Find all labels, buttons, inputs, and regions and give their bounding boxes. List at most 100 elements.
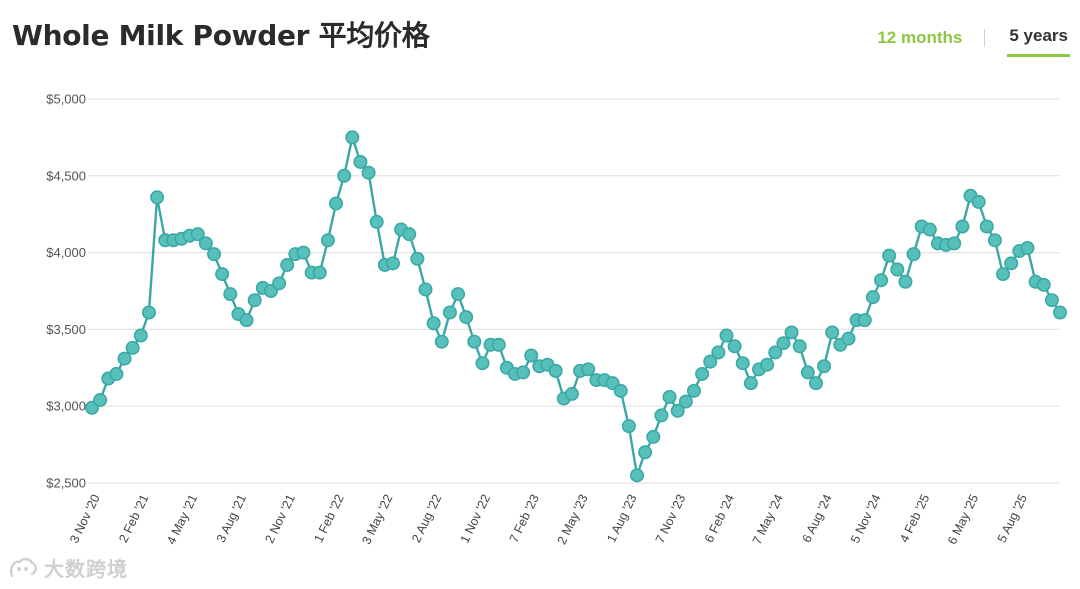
data-point[interactable] bbox=[784, 325, 799, 340]
data-point[interactable] bbox=[426, 316, 441, 331]
data-point[interactable] bbox=[947, 236, 962, 251]
data-point[interactable] bbox=[971, 194, 986, 209]
data-point[interactable] bbox=[93, 393, 108, 408]
data-point[interactable] bbox=[207, 247, 222, 262]
data-point[interactable] bbox=[621, 419, 636, 434]
data-point[interactable] bbox=[695, 366, 710, 381]
data-point[interactable] bbox=[296, 245, 311, 260]
data-point[interactable] bbox=[646, 429, 661, 444]
data-point[interactable] bbox=[1044, 293, 1059, 308]
data-point[interactable] bbox=[670, 403, 685, 418]
data-point[interactable] bbox=[1004, 256, 1019, 271]
data-point[interactable] bbox=[475, 356, 490, 371]
tab-5-years[interactable]: 5 years bbox=[1007, 26, 1070, 57]
data-point[interactable] bbox=[312, 265, 327, 280]
data-point[interactable] bbox=[898, 274, 913, 289]
x-tick-label: 1 Aug '23 bbox=[604, 492, 639, 545]
data-point[interactable] bbox=[686, 383, 701, 398]
data-point[interactable] bbox=[516, 365, 531, 380]
data-point[interactable] bbox=[654, 408, 669, 423]
data-point[interactable] bbox=[882, 248, 897, 263]
data-point[interactable] bbox=[890, 262, 905, 277]
data-point[interactable] bbox=[581, 362, 596, 377]
data-point[interactable] bbox=[190, 227, 205, 242]
data-point[interactable] bbox=[133, 328, 148, 343]
data-point[interactable] bbox=[524, 348, 539, 363]
data-point[interactable] bbox=[442, 305, 457, 320]
watermark: 大数跨境 bbox=[8, 553, 128, 582]
data-point[interactable] bbox=[272, 276, 287, 291]
data-point[interactable] bbox=[402, 227, 417, 242]
data-point[interactable] bbox=[459, 310, 474, 325]
data-point[interactable] bbox=[491, 337, 506, 352]
x-tick-label: 2 May '23 bbox=[555, 492, 591, 547]
data-point[interactable] bbox=[125, 340, 140, 355]
data-point[interactable] bbox=[320, 233, 335, 248]
data-point[interactable] bbox=[247, 293, 262, 308]
data-point[interactable] bbox=[678, 394, 693, 409]
data-point[interactable] bbox=[906, 247, 921, 262]
data-point[interactable] bbox=[955, 219, 970, 234]
data-point[interactable] bbox=[630, 468, 645, 483]
data-point[interactable] bbox=[857, 313, 872, 328]
data-point[interactable] bbox=[117, 351, 132, 366]
data-point[interactable] bbox=[223, 287, 238, 302]
data-point[interactable] bbox=[719, 328, 734, 343]
x-tick-label: 3 May '22 bbox=[359, 492, 395, 547]
data-point[interactable] bbox=[662, 389, 677, 404]
x-tick-label: 6 Feb '24 bbox=[702, 492, 737, 545]
data-point[interactable] bbox=[874, 273, 889, 288]
data-point[interactable] bbox=[239, 313, 254, 328]
data-point[interactable] bbox=[711, 345, 726, 360]
series-points bbox=[85, 130, 1068, 483]
data-point[interactable] bbox=[337, 168, 352, 183]
data-point[interactable] bbox=[808, 376, 823, 391]
data-point[interactable] bbox=[743, 376, 758, 391]
data-point[interactable] bbox=[361, 165, 376, 180]
data-point[interactable] bbox=[1036, 277, 1051, 292]
data-point[interactable] bbox=[800, 365, 815, 380]
data-point[interactable] bbox=[109, 366, 124, 381]
data-point[interactable] bbox=[735, 356, 750, 371]
data-point[interactable] bbox=[760, 357, 775, 372]
data-point[interactable] bbox=[353, 154, 368, 169]
data-point[interactable] bbox=[280, 257, 295, 272]
data-point[interactable] bbox=[638, 445, 653, 460]
data-point[interactable] bbox=[215, 267, 230, 282]
data-point[interactable] bbox=[922, 222, 937, 237]
data-point[interactable] bbox=[987, 233, 1002, 248]
data-point[interactable] bbox=[841, 331, 856, 346]
data-point[interactable] bbox=[817, 359, 832, 374]
data-point[interactable] bbox=[825, 325, 840, 340]
data-point[interactable] bbox=[198, 236, 213, 251]
data-point[interactable] bbox=[329, 196, 344, 211]
data-point[interactable] bbox=[451, 287, 466, 302]
data-point[interactable] bbox=[434, 334, 449, 349]
data-point[interactable] bbox=[613, 383, 628, 398]
data-point[interactable] bbox=[1020, 240, 1035, 255]
data-point[interactable] bbox=[1053, 305, 1068, 320]
data-point[interactable] bbox=[410, 251, 425, 266]
data-point[interactable] bbox=[345, 130, 360, 145]
x-tick-label: 5 Nov '24 bbox=[848, 492, 884, 545]
data-point[interactable] bbox=[792, 339, 807, 354]
data-point[interactable] bbox=[564, 386, 579, 401]
data-point[interactable] bbox=[979, 219, 994, 234]
data-point[interactable] bbox=[150, 190, 165, 205]
data-point[interactable] bbox=[768, 345, 783, 360]
tab-12-months[interactable]: 12 months bbox=[877, 27, 963, 47]
data-point[interactable] bbox=[385, 256, 400, 271]
x-tick-label: 1 Feb '22 bbox=[311, 492, 346, 545]
data-point[interactable] bbox=[548, 363, 563, 378]
data-point[interactable] bbox=[418, 282, 433, 297]
data-point[interactable] bbox=[776, 336, 791, 351]
data-point[interactable] bbox=[727, 339, 742, 354]
data-point[interactable] bbox=[996, 267, 1011, 282]
data-point[interactable] bbox=[467, 334, 482, 349]
y-tick-label: $4,500 bbox=[46, 168, 86, 183]
data-point[interactable] bbox=[141, 305, 156, 320]
data-point[interactable] bbox=[369, 214, 384, 229]
data-point[interactable] bbox=[865, 290, 880, 305]
data-point[interactable] bbox=[703, 354, 718, 369]
x-tick-label: 2 Aug '22 bbox=[409, 492, 444, 545]
